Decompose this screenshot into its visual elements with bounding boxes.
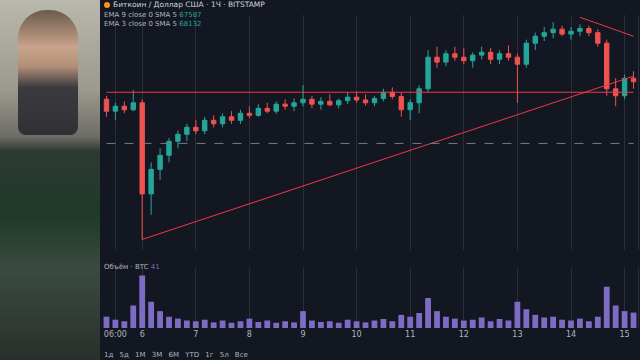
svg-text:7: 7 — [193, 330, 198, 339]
svg-text:11: 11 — [405, 330, 415, 339]
svg-text:10: 10 — [352, 330, 362, 339]
svg-text:9: 9 — [300, 330, 305, 339]
svg-text:14: 14 — [566, 330, 576, 339]
svg-text:6: 6 — [140, 330, 145, 339]
html-text:1д 5д 1М 3М 6М YTD 1г 5л Все: 1д 5д 1М 3М 6М YTD 1г 5л Все — [104, 351, 248, 359]
html-text:EMA 3 close 0 SMA 5 68132: EMA 3 close 0 SMA 5 68132 — [104, 20, 202, 28]
html-text:Объём · BTC 41: Объём · BTC 41 — [104, 263, 160, 271]
svg-text:8: 8 — [247, 330, 252, 339]
svg-text:06:00: 06:00 — [104, 330, 127, 339]
svg-text:13: 13 — [512, 330, 522, 339]
svg-text:15: 15 — [620, 330, 630, 339]
svg-text:12: 12 — [459, 330, 469, 339]
html-text:EMA 9 close 0 SMA 5 67587: EMA 9 close 0 SMA 5 67587 — [104, 11, 202, 19]
html-text:Биткоин / Доллар США · 1Ч · BI: Биткоин / Доллар США · 1Ч · BITSTAMP — [113, 0, 265, 9]
